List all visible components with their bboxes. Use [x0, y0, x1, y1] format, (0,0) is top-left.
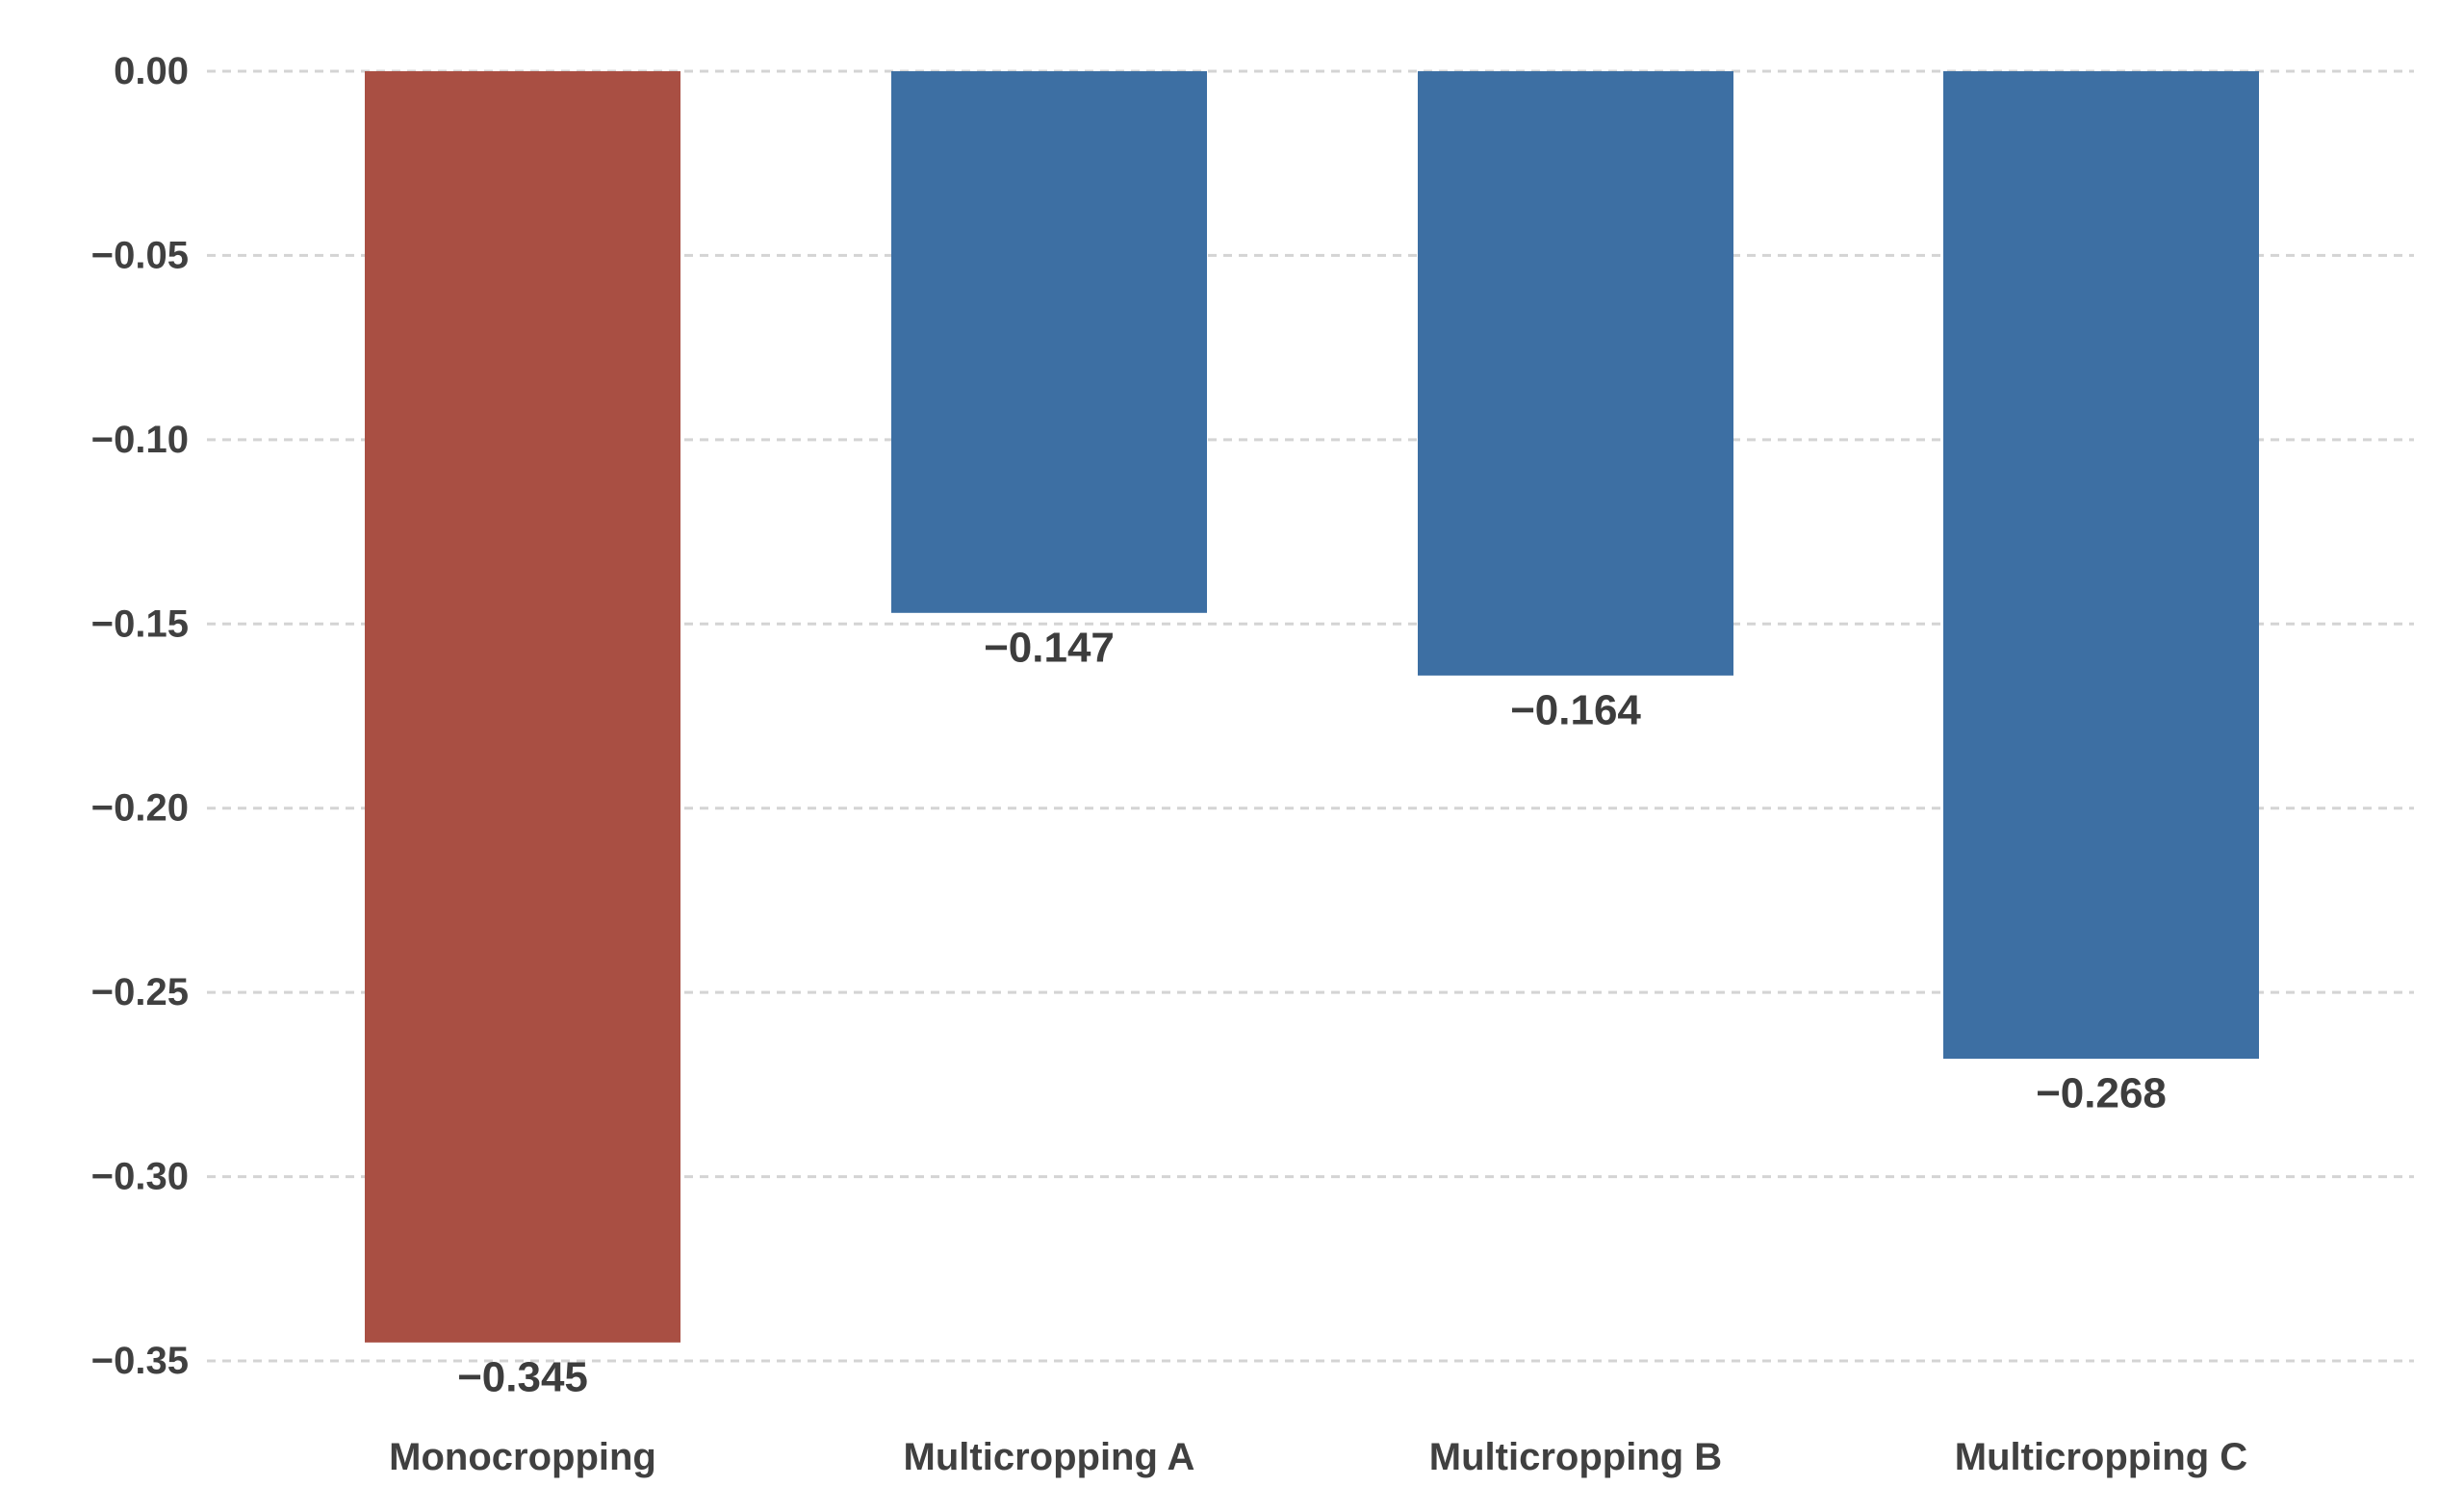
x-category-label: Monocropping — [389, 1436, 656, 1478]
bar-value-label: −0.164 — [1510, 686, 1641, 733]
y-tick-label: −0.35 — [91, 1340, 189, 1382]
y-axis-tick-labels: 0.00 −0.05 −0.10 −0.15 −0.20 −0.25 −0.30 −0.35 — [91, 50, 189, 1382]
bar-value-label: −0.147 — [984, 624, 1115, 671]
y-tick-label: −0.05 — [91, 234, 189, 276]
y-tick-label: 0.00 — [114, 50, 189, 92]
y-tick-label: −0.20 — [91, 787, 189, 830]
bars — [365, 71, 2259, 1343]
y-tick-label: −0.30 — [91, 1156, 189, 1198]
y-tick-label: −0.15 — [91, 602, 189, 645]
x-category-label: Multicropping C — [1955, 1436, 2247, 1478]
bar-multicropping-c — [1943, 71, 2259, 1060]
bar-multicropping-a — [891, 71, 1207, 613]
bar-value-label: −0.268 — [2036, 1070, 2167, 1117]
x-category-label: Multicropping A — [904, 1436, 1195, 1478]
bar-multicropping-b — [1418, 71, 1733, 676]
value-labels: −0.345 −0.147 −0.164 −0.268 — [457, 624, 2167, 1400]
bar-value-label: −0.345 — [457, 1353, 588, 1400]
bar-monocropping — [365, 71, 680, 1343]
y-tick-label: −0.25 — [91, 971, 189, 1013]
x-category-label: Multicropping B — [1429, 1436, 1722, 1478]
y-tick-label: −0.10 — [91, 419, 189, 461]
x-axis-category-labels: Monocropping Multicropping A Multicropping… — [389, 1436, 2247, 1478]
